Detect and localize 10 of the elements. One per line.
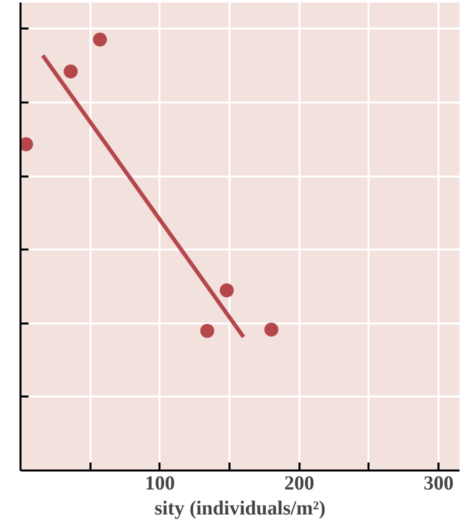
point	[20, 137, 34, 152]
x-axis-title: sity (individuals/m²)	[154, 498, 326, 520]
point	[200, 324, 214, 338]
point	[92, 32, 107, 47]
point	[264, 322, 278, 337]
point	[220, 283, 234, 298]
x-tick-label: 200	[284, 472, 314, 494]
x-tick-label: 300	[424, 472, 454, 494]
point	[64, 64, 78, 78]
x-tick-label: 100	[144, 472, 175, 494]
